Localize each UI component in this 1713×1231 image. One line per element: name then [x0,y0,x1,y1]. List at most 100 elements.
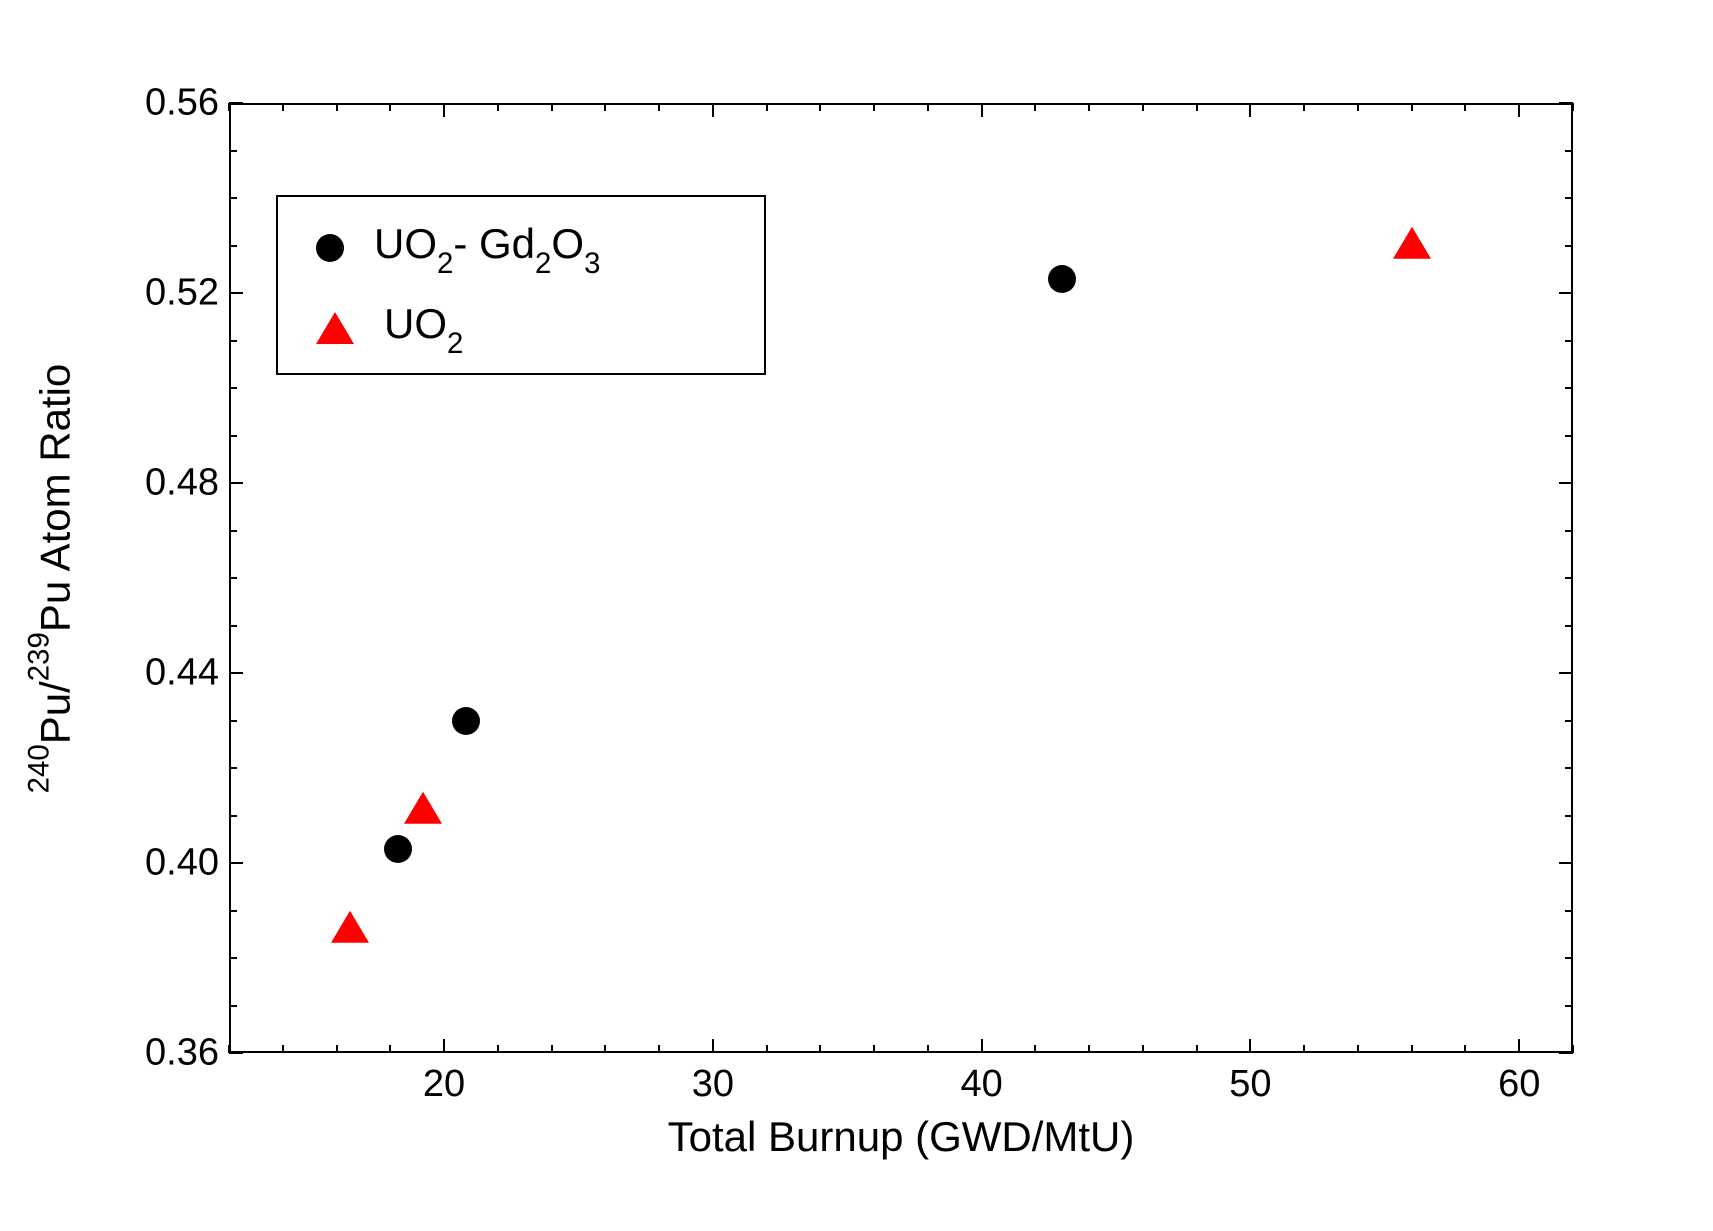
x-tick-minor [389,1045,391,1053]
y-tick-label: 0.56 [119,82,219,125]
data-point-circle [1048,265,1076,293]
x-tick-minor-top [1196,103,1198,111]
chart-container: UO2- Gd2O3UO2 20304050600.360.400.440.48… [0,0,1713,1231]
x-tick-minor-top [497,103,499,111]
x-tick-minor-top [1464,103,1466,111]
x-tick-minor [604,1045,606,1053]
y-tick-minor [229,340,237,342]
y-tick-minor-right [1565,530,1573,532]
x-tick-major [1518,1039,1520,1053]
legend-label: UO2- Gd2O3 [374,220,600,275]
y-tick-minor [229,245,237,247]
y-tick-minor-right [1565,197,1573,199]
y-tick-minor [229,150,237,152]
x-tick-minor [1196,1045,1198,1053]
legend-item: UO2- Gd2O3 [316,220,600,275]
y-tick-minor-right [1565,150,1573,152]
legend-marker-triangle [316,312,354,344]
data-point-circle [384,835,412,863]
data-point-triangle [331,910,369,942]
x-tick-minor [282,1045,284,1053]
y-tick-label: 0.44 [119,652,219,695]
x-tick-major [981,1039,983,1053]
x-tick-minor-top [1303,103,1305,111]
x-tick-major-top [443,103,445,117]
x-tick-label: 40 [960,1063,1002,1106]
y-tick-minor-right [1565,340,1573,342]
y-tick-minor-right [1565,815,1573,817]
x-tick-major [1249,1039,1251,1053]
x-tick-major-top [981,103,983,117]
y-tick-minor-right [1565,720,1573,722]
x-tick-minor-top [766,103,768,111]
y-tick-minor-right [1565,767,1573,769]
y-tick-minor-right [1565,387,1573,389]
y-tick-minor-right [1565,1005,1573,1007]
x-tick-label: 50 [1229,1063,1271,1106]
data-point-triangle [404,792,442,824]
y-tick-minor [229,577,237,579]
x-tick-minor-top [658,103,660,111]
legend-item: UO2 [316,300,463,355]
y-tick-major-right [1559,1052,1573,1054]
y-tick-major [229,102,243,104]
x-tick-major-top [1249,103,1251,117]
x-tick-minor [1464,1045,1466,1053]
y-tick-minor [229,910,237,912]
x-tick-minor [1034,1045,1036,1053]
x-tick-minor [819,1045,821,1053]
x-tick-minor-top [873,103,875,111]
x-tick-minor [658,1045,660,1053]
x-tick-minor-top [1572,103,1574,111]
x-tick-minor [873,1045,875,1053]
x-tick-minor-top [604,103,606,111]
x-tick-label: 30 [692,1063,734,1106]
x-tick-minor [1142,1045,1144,1053]
y-tick-minor [229,435,237,437]
x-tick-minor-top [1411,103,1413,111]
y-tick-major-right [1559,102,1573,104]
y-tick-minor [229,720,237,722]
x-tick-minor-top [551,103,553,111]
y-tick-minor-right [1565,910,1573,912]
y-tick-minor-right [1565,577,1573,579]
y-tick-minor [229,625,237,627]
x-tick-minor-top [1034,103,1036,111]
x-tick-label: 20 [423,1063,465,1106]
y-tick-label: 0.52 [119,272,219,315]
x-tick-label: 60 [1498,1063,1540,1106]
x-tick-major-top [1518,103,1520,117]
x-tick-minor-top [282,103,284,111]
x-tick-minor-top [228,103,230,111]
data-point-triangle [1393,226,1431,258]
y-tick-minor [229,767,237,769]
x-tick-minor [927,1045,929,1053]
x-tick-minor-top [1357,103,1359,111]
x-tick-minor-top [1142,103,1144,111]
x-tick-major [443,1039,445,1053]
data-point-circle [452,707,480,735]
y-tick-minor-right [1565,245,1573,247]
x-tick-minor [497,1045,499,1053]
y-tick-minor [229,957,237,959]
x-axis-label: Total Burnup (GWD/MtU) [229,1113,1573,1161]
x-tick-minor [1303,1045,1305,1053]
x-tick-minor [551,1045,553,1053]
y-tick-minor [229,1005,237,1007]
y-tick-major-right [1559,862,1573,864]
y-tick-minor-right [1565,625,1573,627]
x-tick-minor [1411,1045,1413,1053]
y-tick-major-right [1559,482,1573,484]
x-tick-minor [1357,1045,1359,1053]
y-tick-major [229,482,243,484]
y-tick-major [229,1052,243,1054]
legend-label: UO2 [384,300,463,355]
y-tick-major-right [1559,292,1573,294]
y-tick-minor-right [1565,957,1573,959]
y-tick-label: 0.40 [119,842,219,885]
y-tick-minor [229,530,237,532]
y-tick-label: 0.48 [119,462,219,505]
y-tick-minor [229,387,237,389]
y-tick-major [229,862,243,864]
x-tick-major [712,1039,714,1053]
